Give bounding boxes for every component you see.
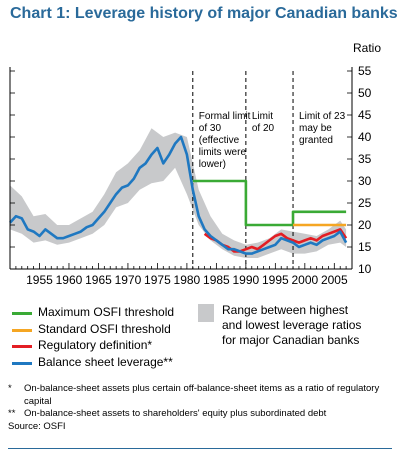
- bottom-rule: [8, 448, 392, 449]
- legend-label: Regulatory definition*: [38, 338, 153, 352]
- annotation-1-line: (effective: [199, 135, 240, 146]
- annotation-3-line: granted: [299, 135, 333, 146]
- y-axis-label: Ratio: [353, 41, 381, 55]
- x-tick-label: 1965: [85, 273, 112, 287]
- legend-label: Standard OSFI threshold: [38, 321, 171, 336]
- x-tick-label: 1955: [26, 273, 53, 287]
- series-maximum-osfi-threshold: [192, 179, 347, 227]
- annotation-1-line: lower): [199, 159, 226, 170]
- range-legend-line: and lowest leverage ratios: [222, 318, 362, 332]
- series-balance-sheet-leverage: [9, 135, 348, 255]
- y-tick-label: 40: [358, 130, 372, 144]
- range-legend-line: for major Canadian banks: [222, 333, 360, 347]
- range-legend-swatch: [198, 304, 214, 322]
- y-tick-label: 35: [358, 152, 372, 166]
- legend-swatch: [12, 345, 32, 348]
- y-tick-label: 10: [358, 262, 372, 276]
- y-tick-label: 20: [358, 218, 372, 232]
- footnotes: * On-balance-sheet assets plus certain of…: [8, 383, 396, 433]
- annotation-1-line: of 30: [199, 123, 222, 134]
- legend-label: Balance sheet leverage**: [38, 354, 173, 369]
- x-tick-label: 1975: [144, 273, 171, 287]
- chart-svg: 1955 1960 1965 1970 1975 1980 1985 1990 1995 2000…: [9, 41, 381, 287]
- x-tick-label: 1990: [233, 273, 260, 287]
- chart-number: Chart 1:: [10, 5, 71, 22]
- y-tick-label: 45: [358, 108, 372, 122]
- source-note: Source: OSFI: [8, 420, 66, 432]
- chart-title-text: Leverage history of major Canadian banks: [74, 5, 398, 22]
- x-tick-label: 1995: [262, 273, 289, 287]
- y-tick-label: 55: [358, 64, 372, 78]
- y-tick-label: 25: [358, 196, 372, 210]
- y-tick-label: 30: [358, 174, 372, 188]
- legend-swatch: [12, 328, 32, 332]
- annotation-2-line: of 20: [252, 123, 275, 134]
- range-legend-label: Range between highest and lowest leverage…: [222, 303, 392, 348]
- x-tick-label: 2000: [291, 273, 318, 287]
- annotation-3-line: Limit of 23: [299, 111, 346, 122]
- range-legend-line: Range between highest: [222, 303, 349, 317]
- legend: Maximum OSFI threshold Standard OSFI thre…: [8, 304, 398, 374]
- annotation-1-line: limits were: [199, 147, 247, 158]
- annotation-3-line: may be: [299, 123, 332, 134]
- footnote-2: ** On-balance-sheet assets to shareholder…: [8, 408, 327, 419]
- legend-swatch: [12, 312, 32, 315]
- y-tick-label: 15: [358, 240, 372, 254]
- x-tick-label: 1985: [203, 273, 230, 287]
- x-tick-label: 2005: [321, 273, 348, 287]
- x-tick-label: 1970: [115, 273, 142, 287]
- annotation-2-line: Limit: [252, 111, 273, 122]
- y-tick-label: 50: [358, 86, 372, 100]
- x-tick-label: 1960: [56, 273, 83, 287]
- legend-label: Maximum OSFI threshold: [38, 305, 175, 319]
- range-band: [10, 128, 347, 258]
- series-regulatory-definition: [203, 228, 348, 253]
- annotation-1-line: Formal limit: [199, 111, 251, 122]
- x-tick-label: 1980: [174, 273, 201, 287]
- footnote-1: * On-balance-sheet assets plus certain of…: [8, 383, 380, 407]
- chart-title: Chart 1: Leverage history of major Canad…: [10, 5, 398, 23]
- legend-swatch: [12, 361, 32, 365]
